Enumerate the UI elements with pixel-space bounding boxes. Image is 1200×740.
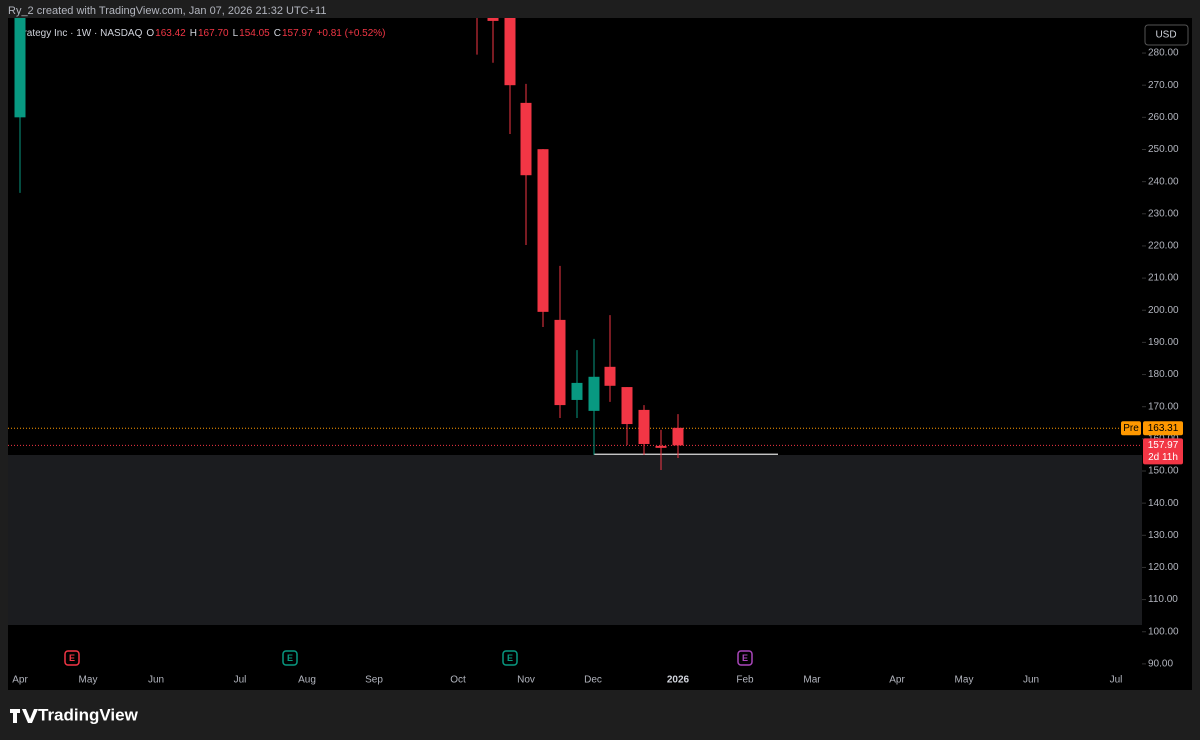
countdown: 2d 11h: [1148, 452, 1178, 463]
y-tick-label: 100.00: [1148, 626, 1179, 637]
candle-body: [14, 18, 26, 118]
x-tick-label: Jun: [1023, 675, 1039, 686]
price-axis: [1142, 18, 1192, 690]
y-tick-label: 240.00: [1148, 176, 1179, 187]
candle-body: [638, 409, 650, 444]
y-tick-label: 110.00: [1148, 594, 1178, 605]
currency-button[interactable]: [1144, 24, 1189, 46]
x-tick-label: Dec: [584, 675, 602, 686]
event-marker: [737, 650, 753, 666]
logo-icon: [10, 709, 38, 723]
legend-item: 167.70: [198, 28, 229, 39]
x-tick-label: Aug: [298, 675, 316, 686]
x-tick-label: Nov: [517, 675, 535, 686]
legend-item: +0.81 (+0.52%): [317, 28, 386, 39]
last-price: 157.97: [1148, 440, 1179, 451]
candle-body: [571, 382, 583, 400]
x-tick-label: Mar: [803, 675, 821, 686]
legend-item: O: [146, 28, 154, 39]
x-tick-label: 2026: [667, 675, 690, 686]
x-tick-label: Sep: [365, 675, 383, 686]
x-tick-label: May: [79, 675, 98, 686]
y-tick-label: 280.00: [1148, 48, 1179, 59]
y-tick-label: 210.00: [1148, 273, 1179, 284]
y-tick-label: 260.00: [1148, 112, 1179, 123]
y-tick-label: 90.00: [1148, 659, 1173, 670]
x-tick-label: Apr: [12, 675, 28, 686]
x-tick-label: Apr: [889, 675, 905, 686]
y-tick-label: 170.00: [1148, 401, 1179, 412]
y-tick-label: 200.00: [1148, 305, 1179, 316]
candle-body: [588, 376, 600, 411]
legend-item: 163.42: [155, 28, 186, 39]
currency[interactable]: USD: [1155, 30, 1176, 41]
y-tick-label: 120.00: [1148, 562, 1179, 573]
candle-body: [537, 149, 549, 312]
pre-price: 163.31: [1148, 423, 1179, 434]
y-tick-label: 190.00: [1148, 337, 1179, 348]
legend: Strategy Inc · 1W · NASDAQ O163.42 H167.70…: [14, 28, 386, 39]
event-label: E: [742, 653, 748, 663]
x-tick-label: Feb: [736, 675, 754, 686]
candle-body: [520, 102, 532, 176]
pre-label: Pre: [1123, 423, 1139, 434]
event-label: E: [287, 653, 293, 663]
candle-body: [504, 18, 516, 86]
y-tick-label: 180.00: [1148, 369, 1179, 380]
legend-item: L: [233, 28, 239, 39]
event-marker: [502, 650, 518, 666]
legend-item: 154.05: [239, 28, 270, 39]
x-tick-label: Oct: [450, 675, 466, 686]
y-tick-label: 250.00: [1148, 144, 1179, 155]
last-price-tag: [1143, 438, 1183, 465]
y-tick-label: 130.00: [1148, 530, 1179, 541]
candle-body: [655, 445, 667, 448]
y-tick-label: 140.00: [1148, 498, 1179, 509]
pre-tag: [1121, 421, 1141, 436]
candle-body: [672, 427, 684, 446]
x-tick-label: Jul: [1110, 675, 1123, 686]
legend-item: 157.97: [282, 28, 313, 39]
shaded-region: [8, 455, 1142, 625]
header: Ry_2 created with TradingView.com, Jan 0…: [8, 5, 326, 17]
x-tick-label: Jun: [148, 675, 164, 686]
x-tick-label: May: [955, 675, 974, 686]
event-label: E: [69, 653, 75, 663]
x-tick-label: Jul: [234, 675, 247, 686]
y-tick-label: 220.00: [1148, 241, 1179, 252]
pre-price-tag: [1143, 421, 1183, 436]
event-marker: [282, 650, 298, 666]
legend-item: Strategy Inc · 1W · NASDAQ: [14, 28, 143, 39]
y-tick-label: 230.00: [1148, 208, 1179, 219]
y-tick-label: 150.00: [1148, 466, 1179, 477]
event-label: E: [507, 653, 513, 663]
y-tick-label: 270.00: [1148, 80, 1179, 91]
candle-body: [604, 366, 616, 386]
event-marker: [64, 650, 80, 666]
candle-body: [621, 387, 633, 425]
legend-item: H: [190, 28, 197, 39]
footer-logo: TradingView: [38, 705, 139, 724]
legend-item: C: [274, 28, 281, 39]
candle-body: [487, 18, 499, 21]
candle-body: [554, 319, 566, 406]
